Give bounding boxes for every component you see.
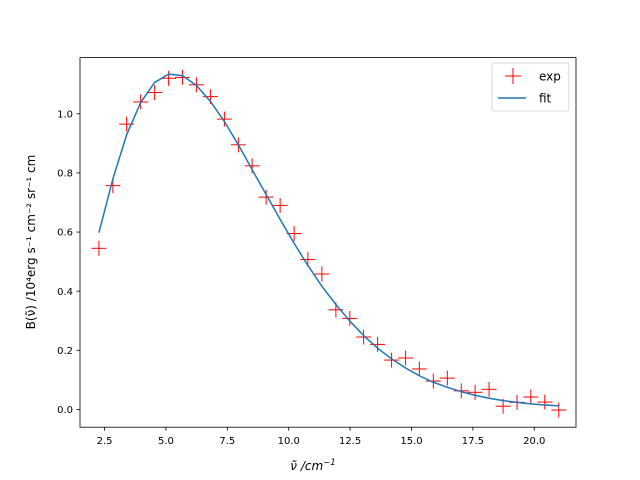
data-point-exp bbox=[411, 361, 427, 377]
plot-marks bbox=[91, 69, 567, 418]
data-point-exp bbox=[356, 329, 372, 345]
data-point-exp bbox=[523, 389, 539, 405]
data-point-exp bbox=[314, 266, 330, 282]
x-tick-label: 20.0 bbox=[523, 436, 545, 447]
data-point-exp bbox=[551, 402, 567, 418]
data-point-exp bbox=[439, 370, 455, 386]
y-axis-label: B(ν̃) /10⁴erg s⁻¹ cm⁻² sr⁻¹ cm bbox=[24, 155, 38, 330]
x-tick-label: 15.0 bbox=[400, 436, 422, 447]
data-point-exp bbox=[537, 394, 553, 410]
legend-frame bbox=[491, 62, 570, 112]
legend-entry-exp: exp bbox=[505, 68, 561, 84]
x-tick-label: 12.5 bbox=[339, 436, 361, 447]
data-point-exp bbox=[467, 384, 483, 400]
legend-entry-fit: fit bbox=[498, 92, 552, 106]
data-point-exp bbox=[161, 70, 177, 86]
x-tick-label: 2.5 bbox=[97, 436, 113, 447]
data-point-exp bbox=[258, 189, 274, 205]
x-axis-ticks: 2.5 5.0 7.5 10.0 12.5 15.0 17.5 20.0 bbox=[97, 427, 545, 447]
y-tick-label: 0.8 bbox=[57, 169, 73, 180]
x-tick-label: 7.5 bbox=[219, 436, 235, 447]
y-tick-label: 1.0 bbox=[57, 109, 73, 120]
x-tick-label: 10.0 bbox=[278, 436, 300, 447]
legend-fit-label: fit bbox=[539, 92, 552, 106]
data-point-exp bbox=[384, 352, 400, 368]
y-tick-label: 0.2 bbox=[57, 346, 73, 357]
x-tick-label: 5.0 bbox=[158, 436, 174, 447]
x-tick-label: 17.5 bbox=[462, 436, 484, 447]
data-point-exp bbox=[342, 310, 358, 326]
y-tick-label: 0.0 bbox=[57, 405, 73, 416]
x-axis-label: ν̃ /cm−1 bbox=[290, 458, 335, 473]
data-point-exp bbox=[174, 69, 190, 85]
data-point-exp bbox=[147, 84, 163, 100]
series-line-fit bbox=[98, 73, 559, 407]
data-point-exp bbox=[272, 197, 288, 213]
data-point-exp bbox=[398, 350, 414, 366]
data-point-exp bbox=[425, 373, 441, 389]
y-tick-label: 0.4 bbox=[57, 287, 73, 298]
data-point-exp bbox=[216, 111, 232, 127]
data-point-exp bbox=[91, 240, 107, 256]
legend-exp-label: exp bbox=[539, 70, 561, 84]
legend: exp fit bbox=[491, 62, 570, 112]
y-tick-label: 0.6 bbox=[57, 228, 73, 239]
data-point-exp bbox=[481, 381, 497, 397]
axes-frame bbox=[79, 57, 577, 428]
y-axis-ticks: 0.0 0.2 0.4 0.6 0.8 1.0 bbox=[57, 109, 80, 416]
